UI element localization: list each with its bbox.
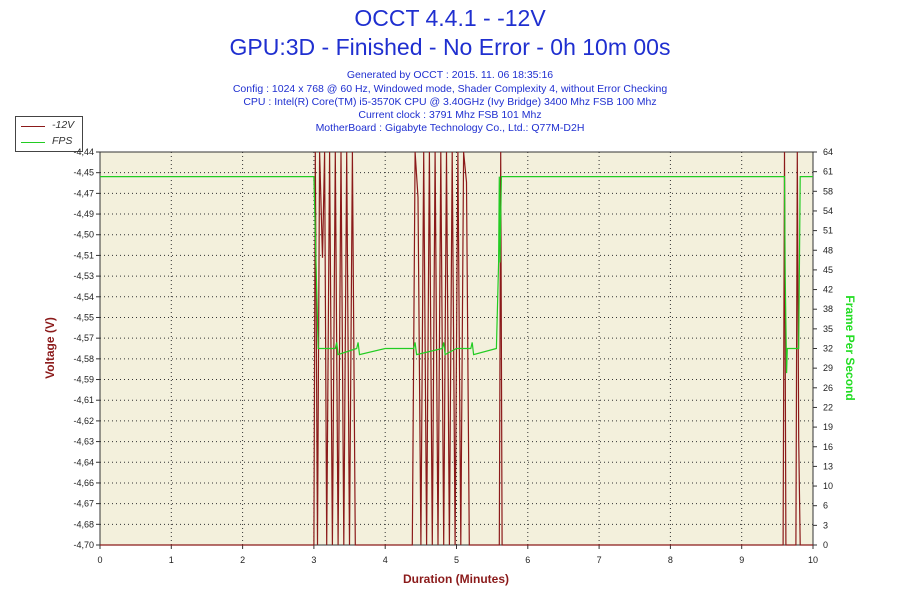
y-left-tick-label: -4,55 xyxy=(73,312,94,322)
y-left-tick-label: -4,62 xyxy=(73,416,94,426)
x-tick-label: 1 xyxy=(169,555,174,565)
y-left-tick-label: -4,51 xyxy=(73,250,94,260)
x-tick-label: 4 xyxy=(383,555,388,565)
legend-label-voltage: -12V xyxy=(52,119,75,131)
y-right-tick-label: 3 xyxy=(823,520,828,530)
info-clock: Current clock : 3791 Mhz FSB 101 Mhz xyxy=(358,109,542,121)
y-left-tick-label: -4,68 xyxy=(73,519,94,529)
y-left-tick-label: -4,53 xyxy=(73,271,94,281)
y-right-tick-label: 22 xyxy=(823,402,833,412)
y-right-tick-label: 29 xyxy=(823,363,833,373)
y-left-tick-label: -4,44 xyxy=(73,147,94,157)
y-left-tick-label: -4,58 xyxy=(73,354,94,364)
legend-item-fps: FPS xyxy=(16,135,82,149)
legend-label-fps: FPS xyxy=(52,135,73,147)
y-right-tick-label: 48 xyxy=(823,245,833,255)
legend-swatch-voltage xyxy=(21,126,45,127)
chart-legend: -12V FPS xyxy=(15,116,83,152)
y-right-tick-label: 42 xyxy=(823,285,833,295)
y-axis-right-label: Frame Per Second xyxy=(843,295,857,400)
chart-title: OCCT 4.4.1 - -12V xyxy=(354,5,546,31)
y-left-tick-label: -4,47 xyxy=(73,188,94,198)
y-left-tick-label: -4,57 xyxy=(73,333,94,343)
y-left-tick-label: -4,45 xyxy=(73,168,94,178)
y-right-tick-label: 19 xyxy=(823,422,833,432)
x-tick-label: 2 xyxy=(240,555,245,565)
y-right-tick-label: 0 xyxy=(823,540,828,550)
info-cpu: CPU : Intel(R) Core(TM) i5-3570K CPU @ 3… xyxy=(243,96,657,108)
y-right-tick-label: 13 xyxy=(823,461,833,471)
chart-subtitle: GPU:3D - Finished - No Error - 0h 10m 00… xyxy=(229,34,671,60)
y-axis-left-label: Voltage (V) xyxy=(43,317,57,379)
y-right-tick-label: 35 xyxy=(823,324,833,334)
y-right-tick-label: 26 xyxy=(823,383,833,393)
y-left-tick-label: -4,49 xyxy=(73,209,94,219)
x-tick-label: 10 xyxy=(808,555,818,565)
x-tick-label: 5 xyxy=(454,555,459,565)
y-left-tick-label: -4,61 xyxy=(73,395,94,405)
y-right-tick-label: 61 xyxy=(823,167,833,177)
x-tick-label: 7 xyxy=(597,555,602,565)
legend-swatch-fps xyxy=(21,142,45,143)
info-motherboard: MotherBoard : Gigabyte Technology Co., L… xyxy=(315,122,585,134)
x-axis-label: Duration (Minutes) xyxy=(403,572,509,586)
x-tick-label: 3 xyxy=(311,555,316,565)
chart-series xyxy=(100,151,813,546)
y-right-tick-label: 6 xyxy=(823,501,828,511)
y-right-tick-label: 32 xyxy=(823,344,833,354)
info-config: Config : 1024 x 768 @ 60 Hz, Windowed mo… xyxy=(232,83,668,95)
x-tick-label: 8 xyxy=(668,555,673,565)
y-right-tick-label: 38 xyxy=(823,304,833,314)
y-right-tick-label: 64 xyxy=(823,147,833,157)
y-right-tick-label: 51 xyxy=(823,226,833,236)
y-right-tick-label: 58 xyxy=(823,186,833,196)
y-left-tick-label: -4,59 xyxy=(73,375,94,385)
series-line-fps xyxy=(100,176,813,374)
y-left-tick-label: -4,63 xyxy=(73,437,94,447)
chart-axes: 0 1 2 3 4 5 6 7 8 9 10-4,44-4,45-4,47-4,49-4,50-4,… xyxy=(73,147,833,565)
y-left-tick-label: -4,67 xyxy=(73,499,94,509)
y-right-tick-label: 10 xyxy=(823,481,833,491)
x-tick-label: 0 xyxy=(97,555,102,565)
x-tick-label: 6 xyxy=(525,555,530,565)
info-generated: Generated by OCCT : 2015. 11. 06 18:35:1… xyxy=(346,69,554,81)
y-right-tick-label: 16 xyxy=(823,442,833,452)
legend-item-voltage: -12V xyxy=(16,119,82,133)
y-left-tick-label: -4,66 xyxy=(73,478,94,488)
plot-frame xyxy=(99,151,814,546)
y-left-tick-label: -4,64 xyxy=(73,457,94,467)
y-left-tick-label: -4,50 xyxy=(73,230,94,240)
y-left-tick-label: -4,70 xyxy=(73,540,94,550)
y-right-tick-label: 45 xyxy=(823,265,833,275)
x-tick-label: 9 xyxy=(739,555,744,565)
y-left-tick-label: -4,54 xyxy=(73,292,94,302)
y-right-tick-label: 54 xyxy=(823,206,833,216)
series-line-voltage xyxy=(100,151,813,546)
